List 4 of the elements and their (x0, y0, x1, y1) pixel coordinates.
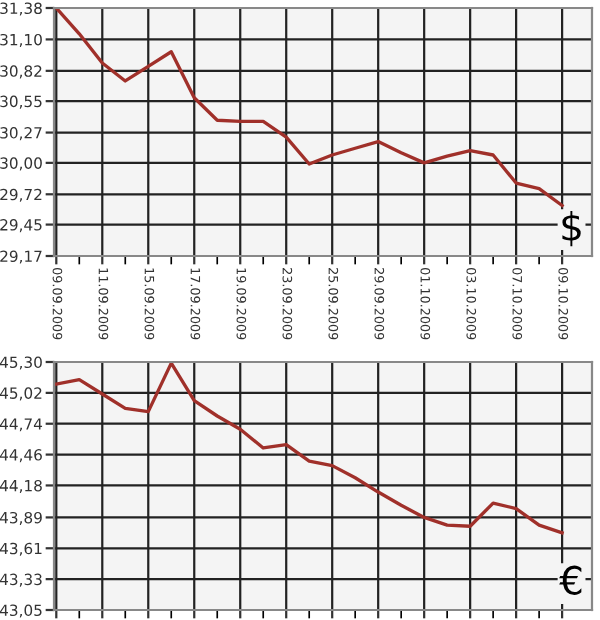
annotation: $ (562, 210, 581, 247)
line-series (54, 8, 564, 208)
line-series (54, 362, 564, 535)
annotation: € (559, 565, 582, 596)
